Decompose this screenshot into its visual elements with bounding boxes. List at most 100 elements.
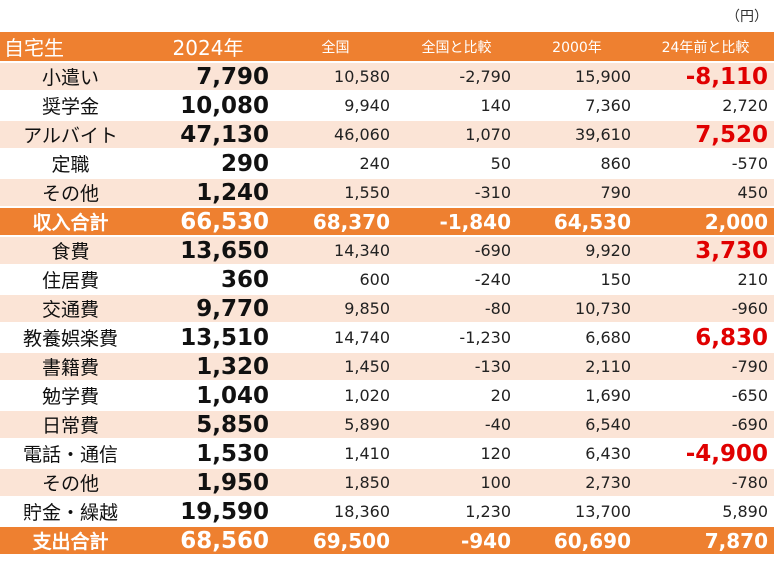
row-label: 日常費 [0,410,141,440]
value-2024: 1,950 [141,468,275,498]
value-national: 1,450 [275,352,396,382]
table-row: 貯金・繰越 19,590 18,360 1,230 13,700 5,890 [0,497,774,527]
value-vs-24-years: -4,900 [637,439,774,469]
row-label: その他 [0,468,141,498]
value-national: 1,850 [275,468,396,498]
value-2024: 5,850 [141,410,275,440]
value-2024: 9,770 [141,294,275,324]
row-label: 奨学金 [0,91,141,121]
value-national: 240 [275,149,396,179]
value-vs-24-years: -790 [637,352,774,382]
value-2024: 13,510 [141,323,275,353]
table-row: 食費 13,650 14,340 -690 9,920 3,730 [0,236,774,266]
value-vs-24-years: 3,730 [637,236,774,266]
value-vs-national: -240 [396,265,517,295]
total-row: 支出合計 68,560 69,500 -940 60,690 7,870 [0,526,774,556]
table-row: その他 1,950 1,850 100 2,730 -780 [0,468,774,498]
value-vs-national: -1,840 [396,207,517,237]
row-label: 小遣い [0,62,141,92]
row-label: アルバイト [0,120,141,150]
row-label: 勉学費 [0,381,141,411]
value-vs-national: -130 [396,352,517,382]
value-2000: 9,920 [517,236,637,266]
row-label: 食費 [0,236,141,266]
header-vs-24-years: 24年前と比較 [637,32,774,63]
value-2000: 64,530 [517,207,637,237]
value-2000: 15,900 [517,62,637,92]
header-national: 全国 [275,32,396,63]
value-2000: 790 [517,178,637,208]
value-national: 1,410 [275,439,396,469]
value-national: 14,740 [275,323,396,353]
value-2000: 6,430 [517,439,637,469]
value-2024: 13,650 [141,236,275,266]
table-row: 日常費 5,850 5,890 -40 6,540 -690 [0,410,774,440]
row-label: 貯金・繰越 [0,497,141,527]
total-row: 収入合計 66,530 68,370 -1,840 64,530 2,000 [0,207,774,237]
value-vs-national: 1,230 [396,497,517,527]
table-row: 奨学金 10,080 9,940 140 7,360 2,720 [0,91,774,121]
table-row: その他 1,240 1,550 -310 790 450 [0,178,774,208]
value-2000: 39,610 [517,120,637,150]
table-body: 小遣い 7,790 10,580 -2,790 15,900 -8,110 奨学金 10,08… [0,62,774,556]
row-label: 教養娯楽費 [0,323,141,353]
value-vs-24-years: 7,870 [637,526,774,556]
value-vs-national: -310 [396,178,517,208]
value-vs-24-years: 2,720 [637,91,774,121]
row-label: 定職 [0,149,141,179]
value-2024: 360 [141,265,275,295]
value-vs-24-years: -8,110 [637,62,774,92]
value-vs-24-years: 5,890 [637,497,774,527]
value-2024: 1,040 [141,381,275,411]
value-2000: 6,680 [517,323,637,353]
value-2024: 1,320 [141,352,275,382]
value-vs-national: 100 [396,468,517,498]
unit-label: （円） [726,9,768,25]
value-2000: 1,690 [517,381,637,411]
table-row: 小遣い 7,790 10,580 -2,790 15,900 -8,110 [0,62,774,92]
value-vs-national: 1,070 [396,120,517,150]
row-label: 書籍費 [0,352,141,382]
table-row: 教養娯楽費 13,510 14,740 -1,230 6,680 6,830 [0,323,774,353]
value-national: 10,580 [275,62,396,92]
value-vs-national: -40 [396,410,517,440]
value-national: 600 [275,265,396,295]
value-national: 1,020 [275,381,396,411]
table-row: 住居費 360 600 -240 150 210 [0,265,774,295]
value-vs-24-years: -570 [637,149,774,179]
row-label: 交通費 [0,294,141,324]
value-vs-national: -1,230 [396,323,517,353]
table-row: 交通費 9,770 9,850 -80 10,730 -960 [0,294,774,324]
value-national: 1,550 [275,178,396,208]
value-vs-24-years: -690 [637,410,774,440]
value-2000: 6,540 [517,410,637,440]
row-label: その他 [0,178,141,208]
value-2024: 68,560 [141,526,275,556]
table-row: アルバイト 47,130 46,060 1,070 39,610 7,520 [0,120,774,150]
row-label: 支出合計 [0,526,141,556]
header-2024: 2024年 [141,32,275,63]
value-vs-national: 140 [396,91,517,121]
value-vs-national: 120 [396,439,517,469]
value-vs-national: -2,790 [396,62,517,92]
table-header-row: 自宅生 2024年 全国 全国と比較 2000年 24年前と比較 [0,32,774,63]
value-2024: 1,240 [141,178,275,208]
table-row: 勉学費 1,040 1,020 20 1,690 -650 [0,381,774,411]
value-vs-24-years: -650 [637,381,774,411]
value-2000: 60,690 [517,526,637,556]
value-vs-24-years: -960 [637,294,774,324]
value-2000: 10,730 [517,294,637,324]
value-vs-24-years: -780 [637,468,774,498]
row-label: 収入合計 [0,207,141,237]
value-vs-national: -690 [396,236,517,266]
value-national: 5,890 [275,410,396,440]
row-label: 電話・通信 [0,439,141,469]
value-national: 69,500 [275,526,396,556]
header-vs-national: 全国と比較 [396,32,517,63]
value-national: 9,940 [275,91,396,121]
value-2000: 150 [517,265,637,295]
table-row: 定職 290 240 50 860 -570 [0,149,774,179]
value-2000: 2,730 [517,468,637,498]
value-2024: 66,530 [141,207,275,237]
header-2000: 2000年 [517,32,637,63]
